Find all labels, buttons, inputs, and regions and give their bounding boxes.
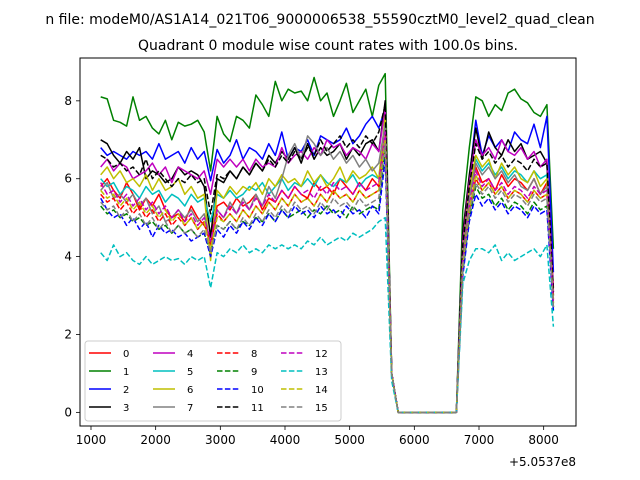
x-tick-label: 8000 bbox=[528, 433, 559, 447]
x-offset-label: +5.0537e8 bbox=[509, 455, 576, 469]
series-line-4 bbox=[100, 107, 555, 414]
legend-label-7: 7 bbox=[187, 403, 193, 414]
x-tick-label: 2000 bbox=[140, 433, 171, 447]
axis-ticks: 1000 2000 3000 4000 5000 6000 7000 8000 0 2 4 6 8 bbox=[64, 94, 559, 447]
y-tick-label: 4 bbox=[64, 250, 72, 264]
legend-label-9: 9 bbox=[251, 367, 257, 378]
series-line-10 bbox=[100, 158, 555, 414]
series-line-11 bbox=[100, 103, 555, 414]
legend-label-4: 4 bbox=[187, 349, 193, 360]
legend-label-1: 1 bbox=[123, 367, 129, 378]
legend-label-3: 3 bbox=[123, 403, 129, 414]
legend-label-6: 6 bbox=[187, 385, 193, 396]
x-tick-label: 4000 bbox=[270, 433, 301, 447]
series-line-1 bbox=[100, 72, 555, 414]
plot-lines bbox=[100, 72, 555, 414]
series-line-13 bbox=[100, 216, 555, 414]
series-line-14 bbox=[100, 139, 555, 414]
y-tick-label: 8 bbox=[64, 94, 72, 108]
legend-label-11: 11 bbox=[251, 403, 264, 414]
x-tick-label: 1000 bbox=[76, 433, 107, 447]
x-tick-label: 3000 bbox=[205, 433, 236, 447]
legend-label-12: 12 bbox=[315, 349, 328, 360]
y-tick-label: 6 bbox=[64, 172, 72, 186]
legend-label-5: 5 bbox=[187, 367, 193, 378]
series-line-15 bbox=[100, 142, 555, 414]
x-tick-label: 7000 bbox=[464, 433, 495, 447]
axes-frame bbox=[79, 57, 577, 427]
legend-frame bbox=[84, 340, 342, 422]
series-line-5 bbox=[100, 119, 555, 414]
legend-label-2: 2 bbox=[123, 385, 129, 396]
legend-label-8: 8 bbox=[251, 349, 257, 360]
figure-suptitle: n file: modeM0/AS1A14_021T06_9000006538_… bbox=[45, 12, 594, 28]
legend-label-14: 14 bbox=[315, 385, 328, 396]
series-line-12 bbox=[100, 131, 555, 414]
y-tick-label: 2 bbox=[64, 327, 72, 341]
x-tick-label: 5000 bbox=[334, 433, 365, 447]
legend-label-15: 15 bbox=[315, 403, 328, 414]
axes-title: Quadrant 0 module wise count rates with … bbox=[138, 38, 518, 54]
x-tick-label: 6000 bbox=[399, 433, 430, 447]
legend-label-10: 10 bbox=[251, 385, 264, 396]
y-tick-label: 0 bbox=[64, 405, 72, 419]
legend-label-0: 0 bbox=[123, 349, 129, 360]
legend-label-13: 13 bbox=[315, 367, 328, 378]
